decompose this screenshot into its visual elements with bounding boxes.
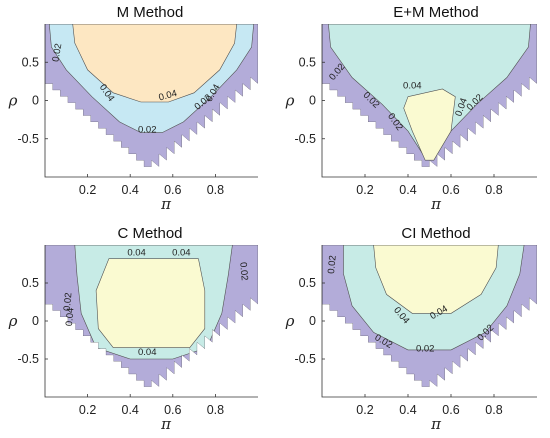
x-tick-label: 0.6 xyxy=(442,403,459,417)
boundary-contour xyxy=(322,24,537,174)
y-tick-label: 0 xyxy=(309,94,316,108)
y-tick-label: -0.5 xyxy=(294,352,316,366)
region-above-0-04 xyxy=(403,88,456,161)
contour-label: 0.02 xyxy=(326,255,339,274)
contour-label: 0.04 xyxy=(172,248,191,259)
y-tick-label: 0.5 xyxy=(22,276,39,290)
panel-title: CI Method xyxy=(401,225,470,242)
axis-lines xyxy=(321,24,537,178)
x-tick-label: 0.8 xyxy=(207,403,224,417)
region-above-0-04 xyxy=(373,245,499,314)
panel-title: M Method xyxy=(117,4,184,21)
contour-label: 0.04 xyxy=(138,347,157,358)
panel-4: 0.020.04 0.040.02 0.020.020.2 0.4 0.6 0.80.50… xyxy=(285,225,537,433)
x-tick-label: 0.8 xyxy=(207,183,224,197)
y-tick-label: -0.5 xyxy=(17,352,39,366)
contour-label: 0.02 xyxy=(138,125,157,136)
x-tick-label: 0.4 xyxy=(122,183,139,197)
y-axis-label: ρ xyxy=(8,92,18,110)
contour-label: 0.04 xyxy=(158,88,179,103)
y-axis-label: ρ xyxy=(285,92,295,110)
contour-label: 0.02 xyxy=(50,43,64,63)
x-tick-label: 0.2 xyxy=(79,403,96,417)
contour-label: 0.04 xyxy=(64,307,77,326)
x-tick-label: 0.8 xyxy=(485,183,502,197)
y-axis-label: ρ xyxy=(8,312,18,330)
y-tick-label: -0.5 xyxy=(17,132,39,146)
contour-label: 0.04 xyxy=(403,80,422,91)
y-tick-label: -0.5 xyxy=(294,132,316,146)
contour-label: 0.02 xyxy=(237,262,250,281)
y-tick-label: 0.5 xyxy=(22,55,39,69)
boundary-contour xyxy=(45,24,258,174)
x-tick-label: 0.4 xyxy=(399,183,416,197)
x-axis-label: π xyxy=(160,195,172,213)
axis-lines xyxy=(44,245,258,398)
region-above-0-04 xyxy=(72,24,238,103)
x-tick-label: 0.2 xyxy=(356,403,373,417)
y-tick-label: 0 xyxy=(309,314,316,328)
y-tick-label: 0 xyxy=(32,314,39,328)
panel-title: C Method xyxy=(117,225,182,242)
x-tick-label: 0.6 xyxy=(164,403,181,417)
y-tick-label: 0 xyxy=(32,94,39,108)
x-tick-label: 0.8 xyxy=(485,403,502,417)
contour-label: 0.02 xyxy=(416,343,435,354)
contour-label: 0.02 xyxy=(62,292,75,311)
axis-lines xyxy=(44,24,258,178)
x-tick-label: 0.4 xyxy=(122,403,139,417)
panel-title: E+M Method xyxy=(393,4,478,21)
x-tick-label: 0.6 xyxy=(164,183,181,197)
y-tick-label: 0.5 xyxy=(299,276,316,290)
contour-label: 0.04 xyxy=(127,248,146,259)
x-axis-label: π xyxy=(430,195,442,213)
panel-3: 0.04 0.040.020.020.040.040.2 0.4 0.6 0.80.50… xyxy=(8,225,258,433)
panel-2: 0.020.020.040.020.040.020.2 0.4 0.6 0.80.50… xyxy=(285,4,537,213)
x-axis-label: π xyxy=(160,415,172,433)
panel-1: 0.020.04 0.04 0.040.020.020.2 0.4 0.6 0.80.50… xyxy=(8,4,258,213)
x-tick-label: 0.4 xyxy=(399,403,416,417)
y-tick-label: 0.5 xyxy=(299,55,316,69)
x-axis-label: π xyxy=(430,415,442,433)
x-tick-label: 0.2 xyxy=(356,183,373,197)
x-tick-label: 0.6 xyxy=(442,183,459,197)
x-tick-label: 0.2 xyxy=(79,183,96,197)
region-above-0-04 xyxy=(95,258,206,348)
axis-lines xyxy=(321,245,537,398)
y-axis-label: ρ xyxy=(285,312,295,330)
